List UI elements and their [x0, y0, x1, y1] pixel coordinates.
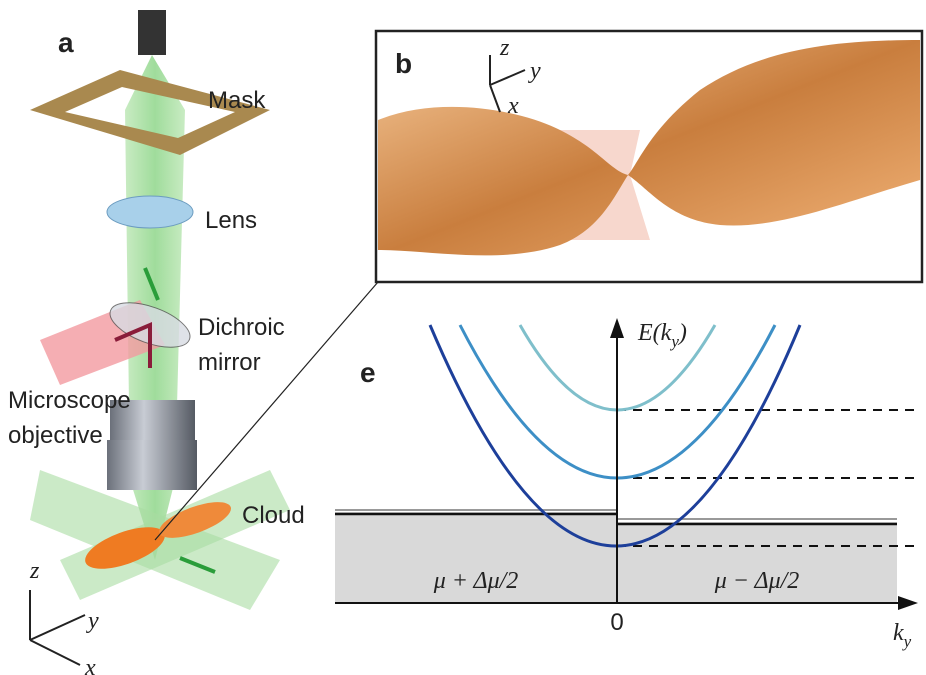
label: Lens	[205, 207, 257, 234]
objective-body	[107, 440, 197, 490]
arrowhead	[610, 318, 624, 338]
lens	[107, 196, 193, 228]
axis-label-sub: y	[669, 332, 679, 351]
panel-letter: a	[58, 27, 74, 58]
axis-label-sub: y	[902, 632, 912, 651]
axes-a	[30, 590, 85, 665]
panel-b: b z y x	[376, 31, 922, 282]
axis-label: y	[86, 608, 99, 634]
label: Dichroic	[198, 314, 285, 341]
axis-label-main: k	[893, 620, 904, 646]
figure: a Mask Lens Dichroic mirror Microscope o…	[0, 0, 926, 675]
panel-a: a Mask Lens Dichroic mirror Microscope o…	[8, 10, 305, 675]
label: objective	[8, 422, 103, 449]
label: Mask	[208, 87, 266, 114]
panel-letter: e	[360, 357, 376, 388]
label: mirror	[198, 349, 261, 376]
panel-letter: b	[395, 48, 412, 79]
axis-label: ky	[893, 620, 912, 651]
panel-e: e E(ky) μ + Δμ/2 μ − Δμ/2 0 ky	[335, 318, 918, 651]
axis-label: z	[29, 558, 40, 584]
origin-label: 0	[610, 609, 623, 636]
axis-label: x	[84, 655, 96, 675]
camera	[138, 10, 166, 55]
axis-label: x	[507, 93, 519, 119]
axis-label: z	[499, 35, 510, 61]
axis-label-close: )	[677, 320, 687, 346]
region-label: μ + Δμ/2	[433, 568, 519, 594]
label: Cloud	[242, 502, 305, 529]
axis-label: E(ky)	[637, 320, 687, 351]
axis-label-main: E(k	[637, 320, 672, 346]
region-label: μ − Δμ/2	[714, 568, 800, 594]
arrowhead	[898, 596, 918, 610]
label: Microscope	[8, 387, 131, 414]
axis-label: y	[528, 58, 541, 84]
